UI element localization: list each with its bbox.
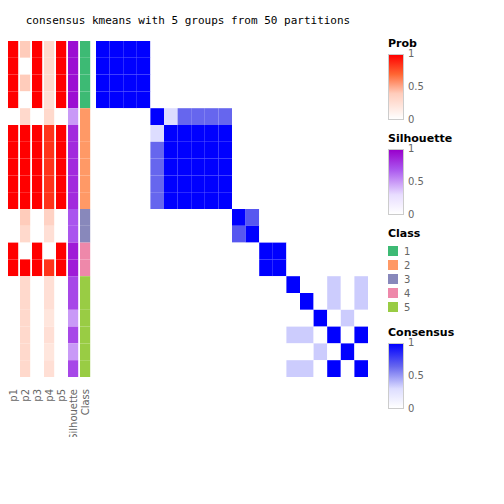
html-text:0.5: 0.5 [408,370,424,381]
html-text:1: 1 [404,245,411,257]
html-text:0.5: 0.5 [408,81,424,92]
html-text:3: 3 [404,273,411,285]
html-text:2: 2 [404,259,411,271]
html-text:1: 1 [408,143,415,154]
html-text:Consensus: Consensus [388,326,455,339]
html-text:0: 0 [408,209,415,220]
html-text:0: 0 [408,403,415,414]
html-text:Class: Class [388,227,421,240]
svg-text:p1: p1 [8,389,19,402]
html-text:5: 5 [404,301,411,313]
html-text:1: 1 [408,337,415,348]
svg-text:p4: p4 [44,389,55,402]
html-text:Prob: Prob [388,37,417,50]
svg-text:Class: Class [80,389,91,415]
html-text:Silhouette: Silhouette [388,132,453,145]
svg-text:Silhouette: Silhouette [68,389,79,437]
html-text:4: 4 [404,287,411,299]
html-text:0.5: 0.5 [408,176,424,187]
svg-text:p3: p3 [32,389,43,402]
html-text:1: 1 [408,48,415,59]
svg-text:p2: p2 [20,389,31,402]
html-text:consensus kmeans with 5 groups: consensus kmeans with 5 groups from 50 p… [25,14,351,27]
svg-text:p5: p5 [56,389,67,402]
html-text:0: 0 [408,114,415,125]
